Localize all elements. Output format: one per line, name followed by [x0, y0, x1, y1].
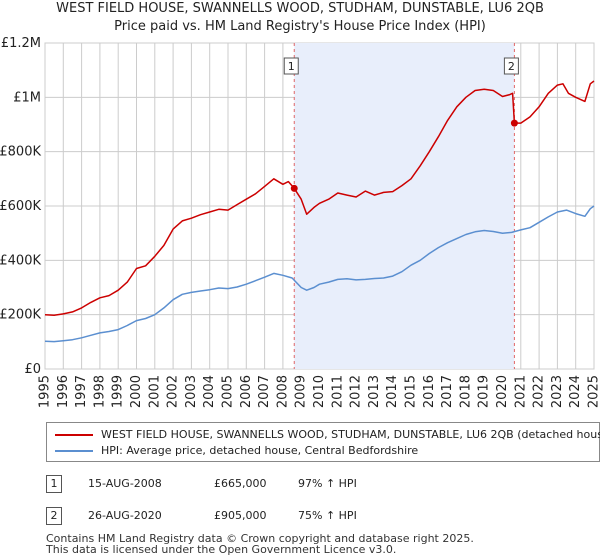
x-tick-label: 1995 [38, 375, 53, 408]
x-tick-label: 2008 [275, 375, 290, 408]
y-tick-label: £1M [13, 90, 41, 105]
x-tick-label: 2019 [477, 375, 492, 408]
x-tick-label: 2012 [349, 375, 364, 408]
chart-subtitle: Price paid vs. HM Land Registry's House … [114, 19, 486, 34]
x-tick-label: 2004 [202, 375, 217, 408]
y-tick-label: £400K [0, 253, 41, 268]
y-tick-label: £800K [0, 145, 41, 160]
transaction-badge: 1 [46, 475, 62, 493]
chart-title: WEST FIELD HOUSE, SWANNELLS WOOD, STUDHA… [56, 1, 544, 16]
y-tick-label: £1.2M [1, 36, 41, 51]
x-tick-label: 2021 [513, 375, 528, 408]
event-badge-box [503, 57, 519, 75]
hpi-line [44, 205, 595, 343]
footer-licence: This data is licensed under the Open Gov… [46, 543, 397, 556]
x-tick-label: 2002 [166, 375, 181, 408]
x-tick-label: 2000 [129, 375, 144, 408]
transaction-date: 15-AUG-2008 [88, 477, 162, 490]
x-tick-label: 1998 [92, 375, 107, 408]
sale-point [510, 119, 518, 127]
x-tick-label: 2009 [294, 375, 309, 408]
x-tick-label: 2015 [404, 375, 419, 408]
transaction-hpi: 75% ↑ HPI [298, 509, 357, 522]
transaction-badge: 2 [46, 507, 62, 525]
footer-copyright: Contains HM Land Registry data © Crown c… [46, 532, 474, 545]
event-badge-box [283, 57, 299, 75]
legend-label-hpi: HPI: Average price, detached house, Cent… [101, 444, 419, 457]
x-tick-label: 2010 [312, 375, 327, 408]
x-tick-label: 2016 [422, 375, 437, 408]
shaded-period [294, 43, 515, 369]
x-tick-label: 2014 [385, 375, 400, 408]
transaction-price: £905,000 [214, 509, 267, 522]
x-tick-label: 2025 [587, 375, 600, 408]
legend-swatch-property [55, 434, 93, 436]
y-tick-label: £600K [0, 199, 41, 214]
x-tick-label: 2018 [458, 375, 473, 408]
x-tick-label: 2011 [330, 375, 345, 408]
legend-swatch-hpi [55, 450, 93, 452]
sale-point [290, 184, 298, 192]
shaded-region [293, 43, 515, 369]
y-tick-label: £200K [0, 308, 41, 323]
transaction-date: 26-AUG-2020 [88, 509, 162, 522]
event-badge-label: 2 [508, 60, 515, 73]
event-badge-label: 1 [288, 60, 295, 73]
x-tick-label: 1997 [74, 375, 89, 408]
x-tick-label: 2024 [568, 375, 583, 408]
x-tick-label: 2006 [239, 375, 254, 408]
x-tick-label: 2007 [257, 375, 272, 408]
x-tick-label: 2023 [550, 375, 565, 408]
x-tick-label: 2013 [367, 375, 382, 408]
x-tick-label: 2001 [147, 375, 162, 408]
x-tick-label: 1999 [111, 375, 126, 408]
legend: WEST FIELD HOUSE, SWANNELLS WOOD, STUDHA… [46, 422, 600, 462]
x-tick-label: 2003 [184, 375, 199, 408]
y-tick-label: £0 [24, 362, 41, 377]
x-tick-label: 1996 [56, 375, 71, 408]
x-tick-label: 2022 [532, 375, 547, 408]
legend-label-property: WEST FIELD HOUSE, SWANNELLS WOOD, STUDHA… [101, 428, 600, 441]
x-tick-label: 2020 [495, 375, 510, 408]
transaction-hpi: 97% ↑ HPI [298, 477, 357, 490]
x-tick-label: 2017 [440, 375, 455, 408]
transaction-price: £665,000 [214, 477, 267, 490]
x-tick-label: 2005 [221, 375, 236, 408]
